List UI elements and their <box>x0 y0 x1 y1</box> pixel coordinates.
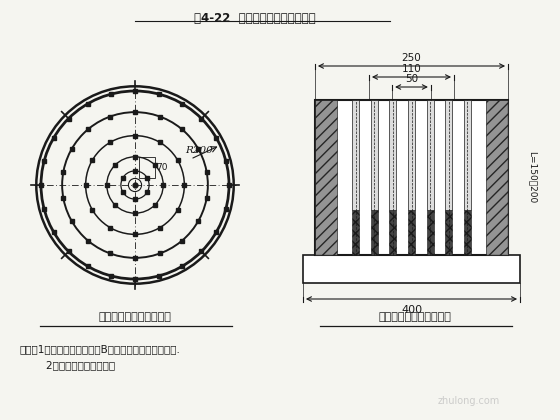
Bar <box>427 210 433 255</box>
Text: 110: 110 <box>402 64 421 74</box>
Text: 400: 400 <box>401 305 422 315</box>
Text: 70: 70 <box>156 163 167 172</box>
Text: 2、本图尺寸以厘米计。: 2、本图尺寸以厘米计。 <box>20 360 115 370</box>
Bar <box>464 100 471 210</box>
Text: 竖井开挖炮眼剖面布置图: 竖井开挖炮眼剖面布置图 <box>379 312 451 322</box>
Bar <box>303 255 520 283</box>
Bar <box>445 210 452 255</box>
Bar <box>486 100 508 255</box>
Bar <box>371 210 378 255</box>
Text: R200: R200 <box>185 146 213 155</box>
Text: 说明：1、本图以设计图竖井B型开挖断面进行炮眼布置.: 说明：1、本图以设计图竖井B型开挖断面进行炮眼布置. <box>20 344 181 354</box>
Text: zhulong.com: zhulong.com <box>438 396 500 406</box>
Bar <box>427 100 433 210</box>
Bar <box>408 100 415 210</box>
Bar <box>371 100 378 210</box>
Bar <box>464 210 471 255</box>
Bar <box>352 210 359 255</box>
Bar <box>315 100 508 255</box>
Bar <box>389 210 396 255</box>
Text: 50: 50 <box>405 74 418 84</box>
Text: 250: 250 <box>402 53 421 63</box>
Bar <box>389 100 396 210</box>
Text: 竖井开挖炮眼平面布置图: 竖井开挖炮眼平面布置图 <box>99 312 171 322</box>
Bar <box>445 100 452 210</box>
Bar <box>315 100 337 255</box>
Bar <box>139 157 155 178</box>
Bar <box>352 100 359 210</box>
Text: L=150～200: L=150～200 <box>528 151 536 204</box>
Bar <box>408 210 415 255</box>
Text: 图4-22  竖井开挖炮眼平面布置图: 图4-22 竖井开挖炮眼平面布置图 <box>194 12 316 25</box>
